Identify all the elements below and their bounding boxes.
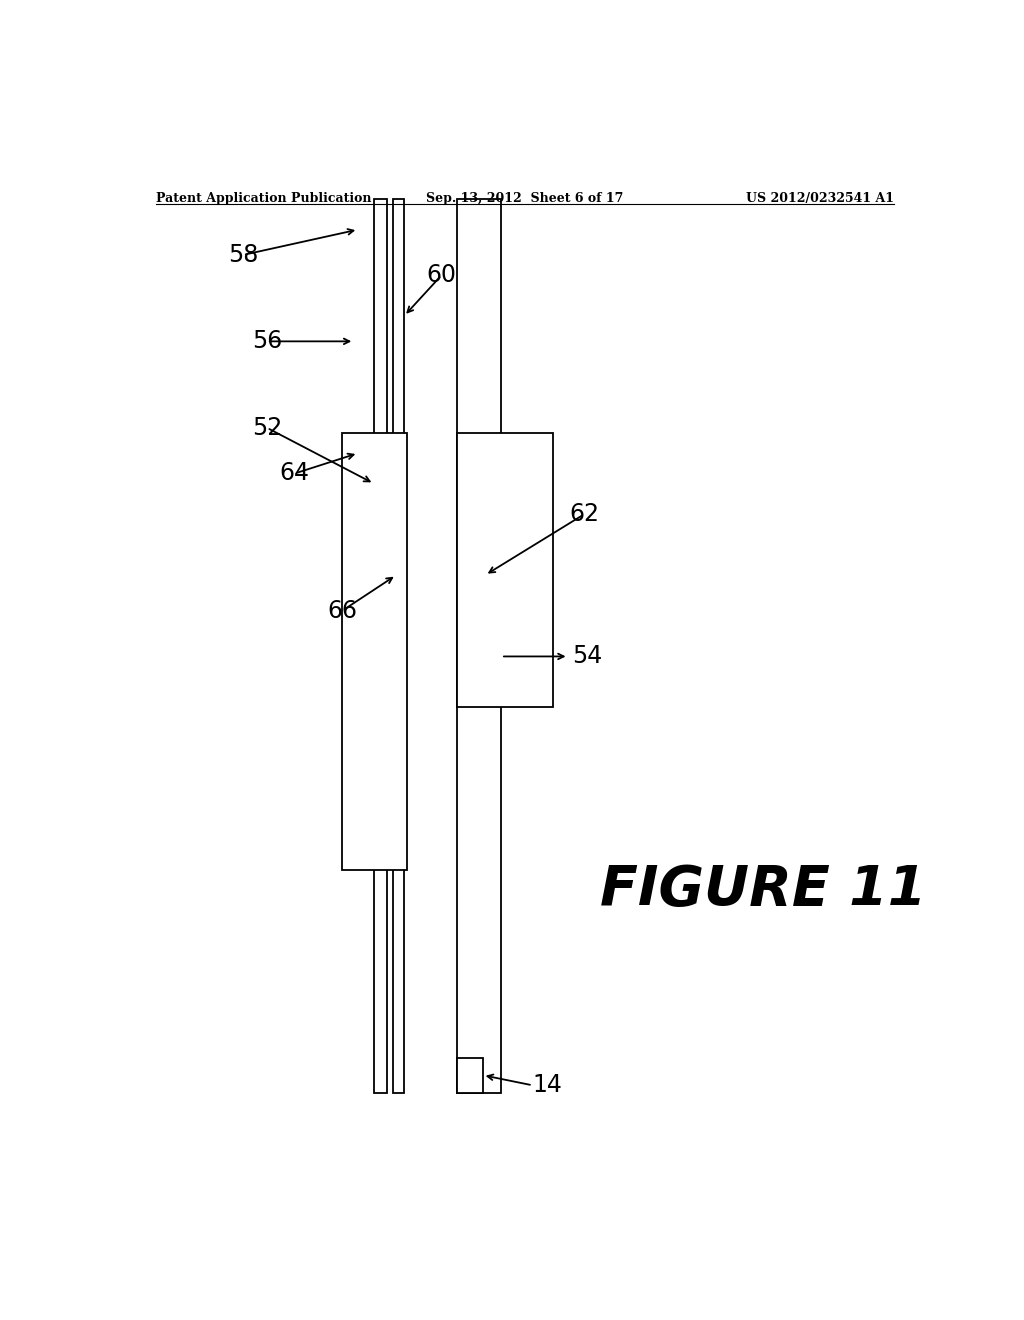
Text: 60: 60: [426, 263, 457, 288]
Text: 54: 54: [572, 644, 603, 668]
Text: Sep. 13, 2012  Sheet 6 of 17: Sep. 13, 2012 Sheet 6 of 17: [426, 191, 624, 205]
Bar: [458, 199, 501, 1093]
Text: 62: 62: [569, 502, 599, 527]
Bar: [458, 1057, 482, 1093]
Bar: [458, 433, 553, 708]
Text: US 2012/0232541 A1: US 2012/0232541 A1: [745, 191, 894, 205]
Text: 52: 52: [252, 416, 282, 440]
Text: 64: 64: [280, 462, 309, 486]
Text: FIGURE 11: FIGURE 11: [600, 863, 926, 917]
Bar: [342, 433, 408, 870]
Bar: [374, 199, 387, 1093]
Text: 14: 14: [532, 1073, 562, 1097]
Text: 58: 58: [228, 243, 258, 267]
Text: 56: 56: [252, 330, 282, 354]
Bar: [393, 199, 404, 1093]
Text: Patent Application Publication: Patent Application Publication: [156, 191, 372, 205]
Text: 66: 66: [328, 599, 357, 623]
